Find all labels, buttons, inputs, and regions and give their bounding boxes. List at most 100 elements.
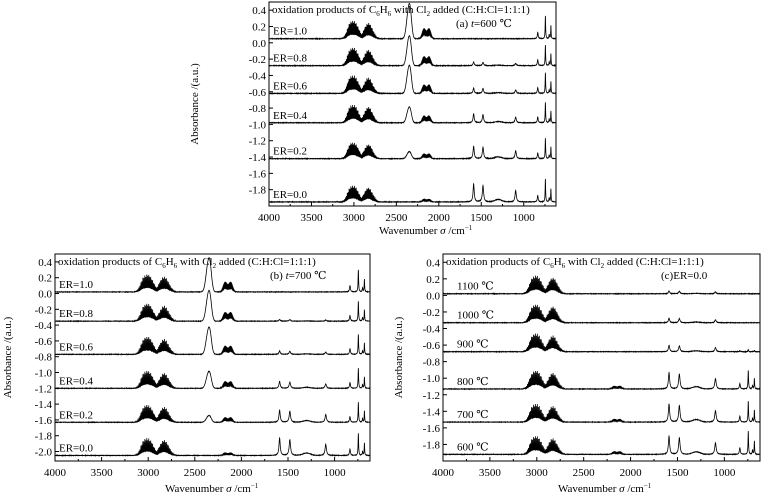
y-tick-label: -1.6 xyxy=(249,168,267,180)
plot-frame xyxy=(442,253,761,462)
spectrum-line xyxy=(443,275,760,296)
x-tick-label: 3500 xyxy=(479,467,502,479)
y-tick-label: -0.8 xyxy=(423,357,441,369)
series-label: ER=0.6 xyxy=(273,80,308,92)
panel-c: 4000 3500 3000 2500 2000 1500 1000 0.4 0.2 0.0 -0.… xyxy=(393,253,761,495)
y-tick-label: 0.0 xyxy=(426,290,440,302)
y-tick-label: -0.6 xyxy=(423,340,441,352)
y-tick-label: -1.0 xyxy=(35,368,53,380)
x-tick-label: 1500 xyxy=(470,212,493,224)
x-tick-label: 2000 xyxy=(428,212,451,224)
spectrum-line xyxy=(269,102,556,125)
x-tick-label: 1500 xyxy=(666,467,689,479)
x-tick-label: 3500 xyxy=(300,212,323,224)
series-label: ER=0.4 xyxy=(59,375,94,387)
series-label: 1000 ℃ xyxy=(457,310,494,322)
y-tick-label: -0.2 xyxy=(423,307,440,319)
panel-label: (b) t=700 ℃ xyxy=(270,270,326,282)
series-label: 700 ℃ xyxy=(457,409,489,421)
x-tick-label: 3000 xyxy=(343,212,366,224)
y-axis-label: Absorbance /(a.u.) xyxy=(189,63,201,145)
y-tick-label: -0.4 xyxy=(249,70,267,82)
spectrum-line xyxy=(269,138,556,161)
spectrum-line xyxy=(443,430,760,456)
plot-frame xyxy=(54,253,371,462)
y-tick-label: 0.4 xyxy=(38,257,52,269)
x-tick-label: 1000 xyxy=(713,467,736,479)
y-tick-label: 0.4 xyxy=(426,257,440,269)
x-tick-label: 2000 xyxy=(620,467,643,479)
series-label: ER=0.4 xyxy=(273,110,308,122)
y-tick-label: -1.2 xyxy=(249,136,266,148)
series-label: ER=0.8 xyxy=(59,308,94,320)
spectrum-line xyxy=(55,368,370,390)
y-tick-label: -0.4 xyxy=(423,324,441,336)
spectrum-line xyxy=(443,401,760,424)
spectrum-line xyxy=(269,35,556,68)
spectrum-line xyxy=(55,402,370,424)
x-tick-label: 2000 xyxy=(230,467,253,479)
spectrum-line xyxy=(55,289,370,323)
series-label: ER=0.2 xyxy=(59,409,93,421)
spectrum-line xyxy=(55,433,370,457)
chart-title: oxidation products of C6H6 with Cl2 adde… xyxy=(58,256,316,270)
series-label: 600 ℃ xyxy=(457,441,489,453)
panel-b: 4000 3500 3000 2500 2000 1500 1000 0.4 0.2 0.0 -0.… xyxy=(2,253,371,495)
y-tick-label: -1.6 xyxy=(423,423,441,435)
series-label: ER=0.0 xyxy=(273,189,308,201)
plot-frame xyxy=(268,1,557,207)
x-tick-label: 1000 xyxy=(513,212,536,224)
y-tick-label: -1.4 xyxy=(423,406,441,418)
x-tick-label: 4000 xyxy=(258,212,281,224)
x-axis-label: Wavenumber σ /cm−1 xyxy=(558,482,652,495)
y-tick-label: -1.4 xyxy=(249,152,267,164)
y-tick-label: -0.2 xyxy=(249,54,266,66)
x-tick-label: 3000 xyxy=(137,467,160,479)
y-axis-label: Absorbance /(a.u.) xyxy=(393,316,405,398)
x-tick-label: 3000 xyxy=(526,467,549,479)
y-tick-label: -1.0 xyxy=(423,373,441,385)
x-tick-label: 2500 xyxy=(385,212,408,224)
y-tick-label: -1.8 xyxy=(423,439,441,451)
x-axis-label: Wavenumber σ /cm−1 xyxy=(379,224,473,237)
spectrum-line xyxy=(443,333,760,354)
y-axis-label: Absorbance /(a.u.) xyxy=(2,316,14,398)
y-tick-label: -0.6 xyxy=(35,336,53,348)
series-label: ER=0.6 xyxy=(59,341,94,353)
x-axis-label: Wavenumber σ /cm−1 xyxy=(165,482,259,495)
y-tick-label: 0.0 xyxy=(252,38,266,50)
chart-title: oxidation products of C6H6 with Cl2 adde… xyxy=(446,256,704,270)
y-tick-label: 0.2 xyxy=(252,21,266,33)
spectrum-line xyxy=(269,3,556,41)
y-tick-label: -1.2 xyxy=(423,390,440,402)
x-tick-label: 1000 xyxy=(324,467,347,479)
y-tick-label: -0.8 xyxy=(35,352,53,364)
series-label: 800 ℃ xyxy=(457,376,489,388)
spectrum-line xyxy=(269,178,556,204)
y-tick-label: -0.2 xyxy=(35,304,52,316)
spectrum-line xyxy=(443,304,760,325)
y-tick-label: 0.0 xyxy=(38,289,52,301)
y-tick-label: -1.2 xyxy=(35,383,52,395)
series-label: ER=1.0 xyxy=(59,279,94,291)
panel-label: (a) t=600 ℃ xyxy=(456,18,512,30)
y-tick-label: -0.6 xyxy=(249,87,267,99)
chart-title: oxidation products of C6H6 with Cl2 adde… xyxy=(272,4,530,18)
panel-a: 4000 3500 3000 2500 2000 1500 1000 0.4 0.2 0.0 -0.… xyxy=(189,1,557,237)
y-tick-label: 0.4 xyxy=(252,5,266,17)
series-label: ER=0.8 xyxy=(273,53,308,65)
x-tick-label: 1500 xyxy=(277,467,300,479)
x-tick-label: 3500 xyxy=(91,467,114,479)
y-tick-label: -0.8 xyxy=(249,103,267,115)
spectrum-line xyxy=(55,326,370,356)
x-tick-label: 2500 xyxy=(573,467,596,479)
spectrum-line xyxy=(443,370,760,391)
series-label: ER=1.0 xyxy=(273,26,308,38)
y-tick-label: -1.4 xyxy=(35,399,53,411)
x-tick-label: 2500 xyxy=(184,467,207,479)
series-label: 1100 ℃ xyxy=(457,281,494,293)
x-tick-label: 4000 xyxy=(44,467,67,479)
y-tick-label: 0.2 xyxy=(38,273,52,285)
series-label: ER=0.0 xyxy=(59,442,94,454)
